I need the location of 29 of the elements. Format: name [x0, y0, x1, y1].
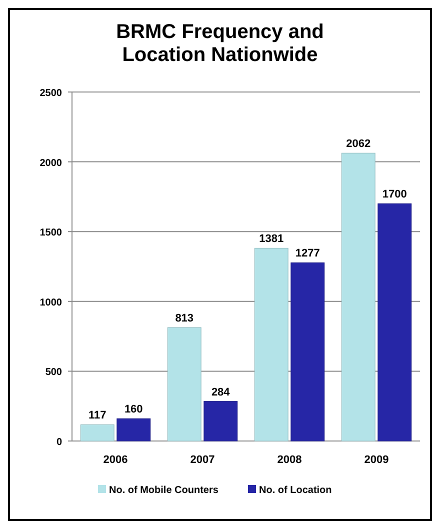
bar [341, 152, 376, 442]
data-label: 1277 [295, 248, 320, 260]
y-tick-label: 1500 [40, 228, 62, 239]
data-label: 160 [124, 404, 143, 416]
y-tick-label: 0 [56, 437, 62, 448]
bar [80, 424, 114, 442]
bar [254, 248, 288, 442]
y-tick-label: 2000 [40, 158, 62, 169]
x-tick-label: 2008 [277, 454, 302, 466]
chart-title: BRMC Frequency and Location Nationwide [116, 21, 324, 66]
data-label: 117 [88, 410, 106, 422]
y-tick-label: 2500 [40, 88, 62, 99]
data-label: 284 [211, 386, 231, 398]
data-label: 813 [175, 312, 194, 325]
x-tick-label: 2007 [190, 454, 215, 466]
legend-label: No. of Location [259, 485, 332, 496]
y-tick-label: 1000 [40, 297, 62, 308]
x-tick-label: 2006 [103, 454, 128, 466]
x-tick-label: 2009 [364, 454, 389, 466]
data-label: 2062 [346, 138, 371, 150]
bar [378, 203, 412, 442]
bar [290, 262, 325, 442]
y-tick-label: 500 [45, 367, 62, 378]
bar [204, 401, 238, 442]
bar [167, 327, 202, 442]
data-label: 1700 [382, 188, 407, 201]
legend-label: No. of Mobile Counters [109, 485, 219, 496]
data-label: 1381 [259, 233, 284, 246]
bar [116, 418, 151, 442]
